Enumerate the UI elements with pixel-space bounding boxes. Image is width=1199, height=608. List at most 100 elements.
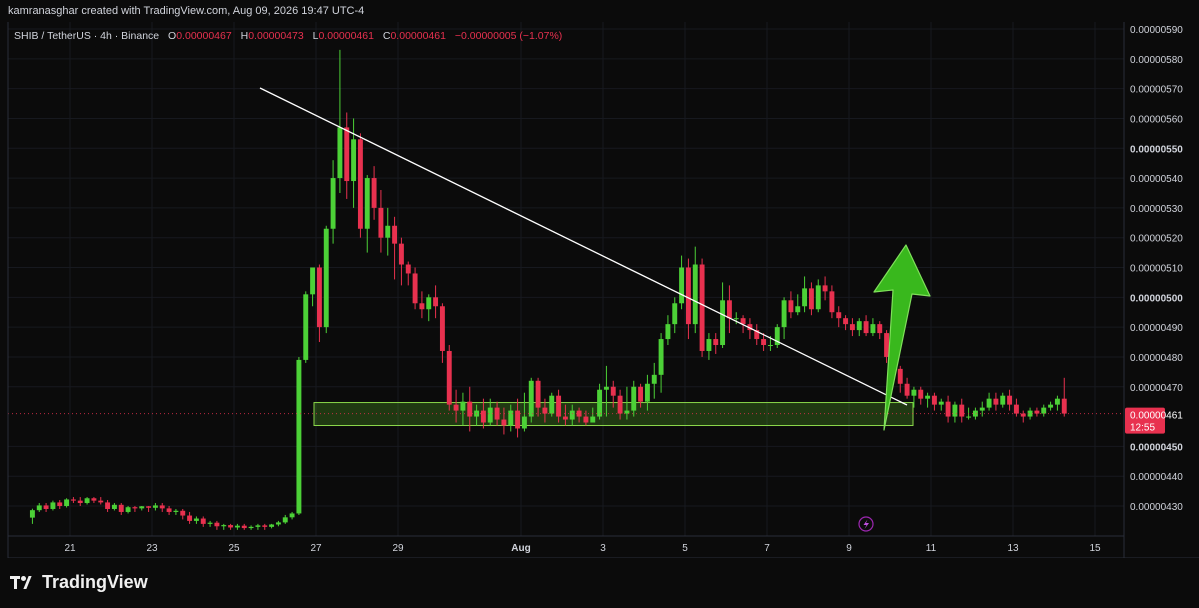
candle-body[interactable] [91, 498, 97, 501]
candle-body[interactable] [788, 300, 794, 313]
candle-body[interactable] [118, 504, 124, 512]
x-axis-ticks[interactable]: 21 23 25 27 29 Aug 3 5 7 9 11 13 15 [64, 543, 1101, 554]
candle-body[interactable] [877, 324, 883, 334]
candle-body[interactable] [180, 510, 186, 516]
candle-body[interactable] [699, 264, 705, 351]
candle-body[interactable] [815, 285, 821, 310]
candle-body[interactable] [330, 178, 336, 229]
candle-body[interactable] [959, 404, 965, 417]
candle-body[interactable] [405, 264, 411, 274]
candle-body[interactable] [200, 518, 206, 524]
candle-body[interactable] [795, 306, 801, 313]
candle-body[interactable] [84, 498, 90, 504]
candle-body[interactable] [159, 505, 165, 509]
candle-body[interactable] [713, 339, 719, 346]
candle-body[interactable] [241, 525, 247, 529]
candle-body[interactable] [603, 386, 609, 390]
candle-body[interactable] [569, 410, 575, 420]
candle-body[interactable] [289, 513, 295, 518]
chart-canvas[interactable]: 0.00000590 0.00000580 0.00000570 0.00000560… [0, 0, 1199, 558]
candle-body[interactable] [344, 127, 350, 182]
candle-body[interactable] [918, 389, 924, 399]
candle-body[interactable] [904, 383, 910, 396]
candle-body[interactable] [275, 522, 281, 525]
candle-body[interactable] [460, 401, 466, 411]
candle-body[interactable] [439, 306, 445, 351]
candle-body[interactable] [972, 410, 978, 417]
candle-body[interactable] [556, 395, 562, 417]
candle-body[interactable] [679, 267, 685, 304]
candle-body[interactable] [351, 139, 357, 182]
candle-body[interactable] [665, 324, 671, 340]
candle-body[interactable] [228, 525, 234, 528]
candle-body[interactable] [487, 407, 493, 423]
candle-body[interactable] [132, 507, 138, 509]
candle-body[interactable] [508, 410, 514, 426]
candle-body[interactable] [528, 380, 534, 417]
candle-body[interactable] [952, 404, 958, 417]
candle-body[interactable] [125, 507, 131, 512]
candle-body[interactable] [631, 386, 637, 411]
candle-body[interactable] [979, 407, 985, 411]
candle-body[interactable] [726, 300, 732, 319]
candle-body[interactable] [310, 267, 316, 295]
candle-body[interactable] [610, 386, 616, 396]
candle-body[interactable] [29, 510, 35, 518]
candle-body[interactable] [1027, 410, 1033, 417]
candle-body[interactable] [77, 500, 83, 504]
candle-body[interactable] [740, 318, 746, 325]
candle-body[interactable] [849, 324, 855, 331]
candle-body[interactable] [453, 404, 459, 411]
candle-body[interactable] [467, 401, 473, 417]
candle-body[interactable] [433, 297, 439, 307]
candle-body[interactable] [651, 374, 657, 384]
candle-body[interactable] [692, 264, 698, 325]
candle-body[interactable] [583, 416, 589, 423]
candle-body[interactable] [385, 225, 391, 238]
candle-body[interactable] [187, 515, 193, 521]
candle-body[interactable] [870, 324, 876, 334]
candle-body[interactable] [658, 339, 664, 375]
candle-body[interactable] [562, 416, 568, 420]
candle-body[interactable] [535, 380, 541, 408]
candle-body[interactable] [1054, 398, 1060, 405]
candle-body[interactable] [747, 324, 753, 331]
candle-body[interactable] [234, 525, 240, 528]
candle-body[interactable] [64, 499, 70, 506]
candle-body[interactable] [863, 321, 869, 334]
candle-body[interactable] [938, 401, 944, 405]
candle-body[interactable] [644, 383, 650, 402]
candle-body[interactable] [822, 285, 828, 292]
candle-body[interactable] [392, 225, 398, 244]
candle-body[interactable] [57, 502, 63, 506]
candle-body[interactable] [323, 228, 329, 328]
y-axis-ticks[interactable]: 0.00000590 0.00000580 0.00000570 0.00000560… [1130, 25, 1183, 513]
candle-body[interactable] [480, 410, 486, 423]
candle-body[interactable] [193, 518, 199, 521]
candle-body[interactable] [111, 504, 117, 509]
candle-body[interactable] [166, 508, 172, 512]
candle-body[interactable] [146, 506, 152, 508]
candle-body[interactable] [105, 502, 111, 509]
candle-body[interactable] [897, 368, 903, 384]
candle-body[interactable] [1061, 398, 1067, 414]
candle-body[interactable] [501, 419, 507, 426]
candle-body[interactable] [371, 178, 377, 208]
candle-body[interactable] [829, 291, 835, 313]
candle-body[interactable] [36, 505, 42, 511]
candle-body[interactable] [1041, 407, 1047, 414]
candle-body[interactable] [262, 525, 268, 527]
candle-body[interactable] [139, 506, 145, 509]
candle-body[interactable] [931, 395, 937, 405]
candle-body[interactable] [207, 522, 213, 524]
candle-body[interactable] [1007, 395, 1013, 405]
lightning-icon[interactable] [858, 516, 874, 532]
candle-body[interactable] [70, 499, 76, 501]
candle-body[interactable] [398, 243, 404, 265]
candle-body[interactable] [515, 410, 521, 429]
candle-body[interactable] [638, 386, 644, 402]
candle-body[interactable] [1048, 404, 1054, 408]
candle-body[interactable] [214, 522, 220, 527]
candle-body[interactable] [884, 333, 890, 357]
candle-body[interactable] [576, 410, 582, 417]
